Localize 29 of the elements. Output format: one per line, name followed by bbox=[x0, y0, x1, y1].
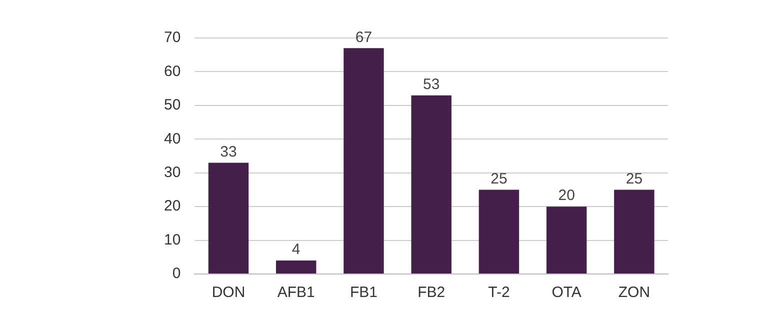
y-tick-label: 10 bbox=[164, 231, 181, 248]
x-tick-label: FB2 bbox=[418, 284, 446, 302]
bar bbox=[614, 190, 654, 274]
x-tick-label: ZON bbox=[618, 284, 650, 302]
y-tick-label: 70 bbox=[164, 29, 181, 46]
data-label: 67 bbox=[355, 28, 372, 46]
x-tick-label: OTA bbox=[552, 284, 582, 302]
y-tick-label: 60 bbox=[164, 62, 181, 80]
bar bbox=[344, 48, 384, 274]
y-tick-label: 40 bbox=[164, 130, 181, 148]
bar bbox=[208, 162, 249, 274]
data-label: 25 bbox=[490, 170, 508, 188]
y-tick-label: 30 bbox=[164, 164, 181, 181]
y-tick-label: 0 bbox=[172, 265, 181, 282]
bar bbox=[546, 206, 587, 274]
y-tick-label: 20 bbox=[164, 198, 181, 215]
data-label: 20 bbox=[558, 187, 575, 204]
bar bbox=[411, 95, 452, 274]
data-label: 25 bbox=[626, 170, 643, 188]
data-label: 33 bbox=[220, 143, 237, 160]
bar bbox=[478, 190, 520, 274]
data-label: 53 bbox=[423, 76, 440, 93]
x-tick-label: FB1 bbox=[350, 284, 378, 302]
bar bbox=[276, 260, 316, 274]
x-tick-label: AFB1 bbox=[277, 284, 315, 302]
x-tick-label: DON bbox=[212, 284, 246, 302]
y-tick-label: 50 bbox=[164, 96, 181, 114]
data-label: 4 bbox=[292, 241, 300, 258]
x-tick-label: T-2 bbox=[488, 284, 510, 302]
